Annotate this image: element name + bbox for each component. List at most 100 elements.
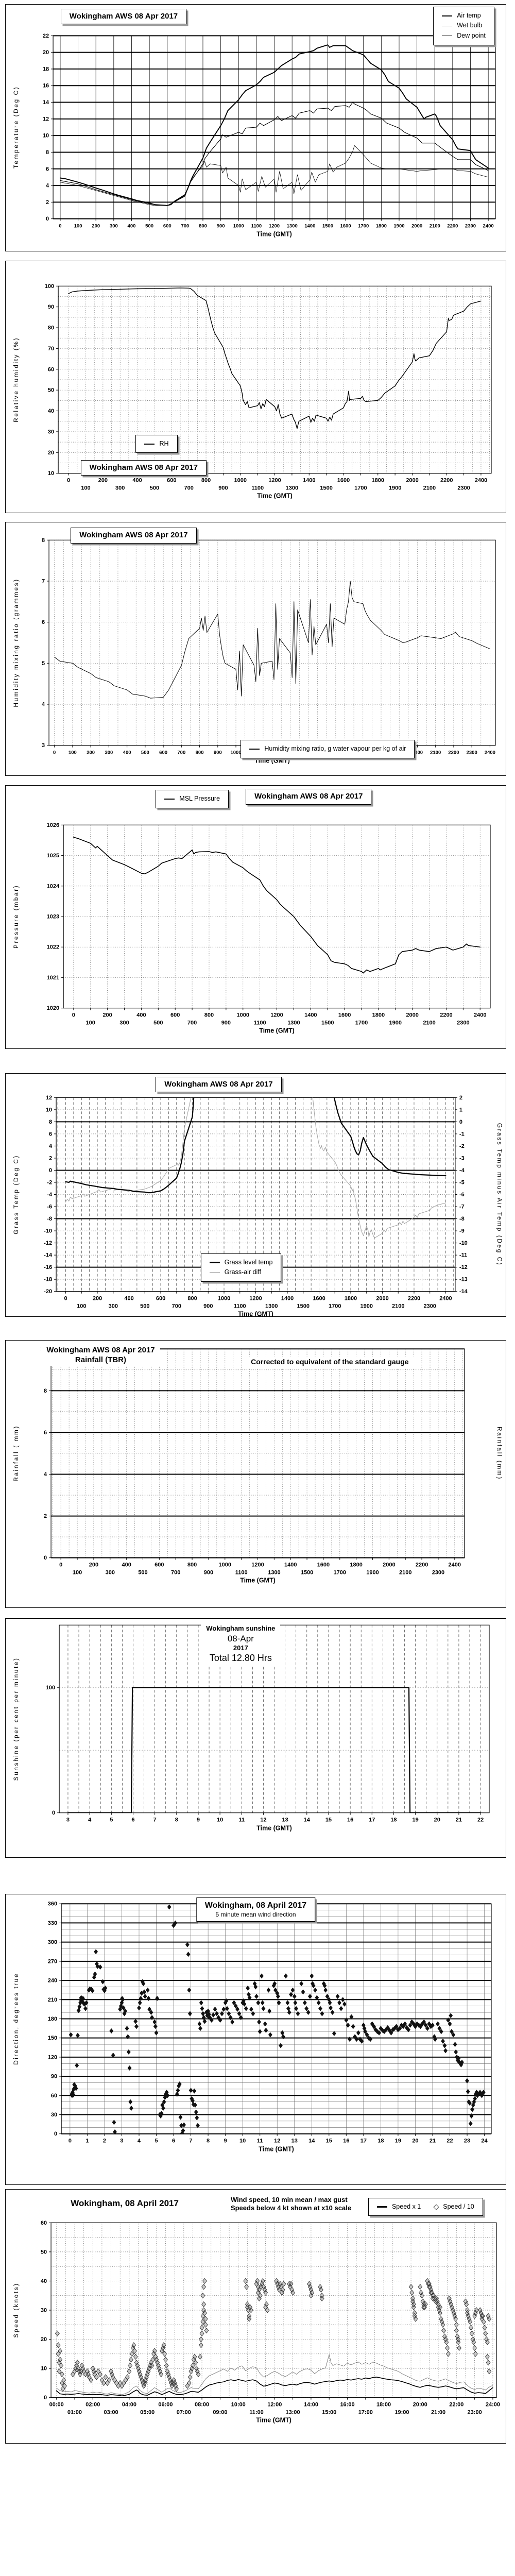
svg-text:200: 200 [92, 224, 100, 229]
series-humidity-mixing-ratio [54, 581, 490, 699]
svg-text:10: 10 [43, 133, 49, 139]
svg-text:16: 16 [347, 1817, 353, 1823]
svg-text:80: 80 [48, 325, 54, 331]
svg-text:1200: 1200 [268, 478, 281, 484]
svg-text:1000: 1000 [230, 750, 241, 756]
svg-text:400: 400 [132, 478, 142, 484]
legend-label: Humidity mixing ratio, g water vapour pe… [264, 745, 406, 753]
svg-text:-4: -4 [47, 1192, 53, 1198]
svg-text:2200: 2200 [416, 1562, 428, 1568]
svg-text:-9: -9 [459, 1228, 465, 1234]
svg-text:40: 40 [48, 408, 54, 414]
title-box-air-temperature: Wokingham AWS 08 Apr 2017 [60, 8, 187, 25]
svg-text:6: 6 [172, 2138, 175, 2144]
chart-text: Wokingham sunshine [206, 1624, 276, 1633]
chart-text: Wokingham AWS 08 Apr 2017 [79, 530, 188, 539]
svg-text:0: 0 [64, 1296, 67, 1302]
svg-text:10: 10 [48, 470, 54, 477]
svg-text:19:00: 19:00 [394, 2410, 409, 2416]
svg-text:100: 100 [46, 1685, 55, 1691]
svg-text:15:00: 15:00 [322, 2410, 336, 2416]
svg-text:1900: 1900 [393, 224, 404, 229]
series-5-minute-mean-wind-direction [68, 1904, 486, 2134]
chart-text: Wokingham, 08 April 2017 [71, 2198, 179, 2208]
svg-text:09:00: 09:00 [213, 2410, 227, 2416]
line-sample-icon [144, 443, 155, 445]
svg-text:2400: 2400 [439, 1296, 452, 1302]
svg-text:2300: 2300 [457, 1020, 469, 1026]
svg-text:400: 400 [123, 750, 131, 756]
svg-text:06:00: 06:00 [158, 2402, 173, 2408]
chart-text: 08-Apr [227, 1633, 254, 1643]
svg-text:2300: 2300 [467, 750, 477, 756]
title-box-msl-pressure: Wokingham AWS 08 Apr 2017 [246, 789, 372, 805]
svg-text:3: 3 [120, 2138, 123, 2144]
svg-text:2200: 2200 [440, 1012, 452, 1019]
svg-text:-4: -4 [459, 1167, 465, 1174]
svg-text:800: 800 [187, 1562, 197, 1568]
svg-text:6: 6 [44, 1430, 47, 1436]
svg-text:400: 400 [128, 224, 136, 229]
svg-text:17: 17 [360, 2138, 367, 2144]
svg-text:900: 900 [218, 485, 228, 492]
svg-text:15: 15 [325, 1817, 332, 1823]
svg-text:8: 8 [44, 1388, 47, 1394]
svg-text:120: 120 [48, 2054, 57, 2060]
svg-text:8: 8 [49, 1119, 52, 1125]
svg-text:1400: 1400 [284, 1562, 297, 1568]
svg-text:600: 600 [167, 478, 176, 484]
svg-text:5: 5 [42, 660, 45, 667]
svg-text:1025: 1025 [47, 853, 59, 859]
legend-entry: Dew point [442, 32, 486, 40]
legend-entry: Grass level temp [209, 1259, 272, 1267]
svg-text:2200: 2200 [408, 1296, 420, 1302]
svg-text:21:00: 21:00 [431, 2410, 445, 2416]
svg-text:1: 1 [459, 1107, 462, 1113]
chart-canvas-relative-humidity: 0 100 200 300 400 500 600 700 800 900 1000 1100 1200… [12, 283, 492, 500]
svg-text:20: 20 [434, 1817, 440, 1823]
svg-text:1600: 1600 [340, 224, 351, 229]
svg-text:40: 40 [41, 2278, 47, 2284]
svg-text:13: 13 [291, 2138, 298, 2144]
svg-text:11: 11 [238, 1817, 245, 1823]
svg-text:1100: 1100 [234, 1303, 246, 1310]
svg-text:20: 20 [412, 2138, 418, 2144]
line-sample-icon [376, 2206, 387, 2208]
svg-text:2000: 2000 [411, 224, 422, 229]
chart-text: Rainfall (TBR) [75, 1355, 127, 1364]
svg-text:2000: 2000 [376, 1296, 388, 1302]
legend-entry: Wet bulb [442, 22, 486, 30]
svg-text:4: 4 [49, 1143, 53, 1149]
svg-text:900: 900 [217, 224, 225, 229]
svg-text:900: 900 [214, 750, 222, 756]
chart-text: 5 minute mean wind direction [215, 1910, 296, 1918]
y-axis-label: Relative humidity (%) [12, 337, 20, 422]
svg-text:8: 8 [46, 149, 49, 156]
svg-text:11:00: 11:00 [249, 2410, 264, 2416]
svg-text:21: 21 [430, 2138, 436, 2144]
svg-text:1200: 1200 [251, 1562, 264, 1568]
svg-text:0: 0 [59, 224, 61, 229]
svg-text:600: 600 [156, 1296, 165, 1302]
svg-text:22: 22 [477, 1817, 484, 1823]
svg-text:200: 200 [87, 750, 95, 756]
legend-grass-temperature: Grass level temp Grass-air diff [200, 1253, 282, 1282]
chart-text: Total 12.80 Hrs [209, 1653, 272, 1663]
svg-text:300: 300 [115, 485, 125, 492]
svg-text:1200: 1200 [270, 1012, 283, 1019]
svg-text:18: 18 [43, 66, 49, 72]
svg-text:18: 18 [390, 1817, 397, 1823]
svg-text:21: 21 [456, 1817, 462, 1823]
svg-text:500: 500 [138, 1570, 147, 1576]
svg-text:00:00: 00:00 [49, 2402, 64, 2408]
plot-area-air-temperature [59, 44, 489, 206]
x-axis-label: Time (GMT) [259, 2146, 294, 2153]
svg-text:6: 6 [49, 1131, 52, 1137]
plot-area-grass-temperature [65, 1097, 447, 1239]
svg-text:14: 14 [43, 99, 49, 106]
svg-text:210: 210 [48, 1997, 57, 2003]
plot-area-humidity-mixing-ratio [54, 581, 490, 699]
chart-wind-speed: 00:00 01:00 02:00 03:00 04:00 05:00 06:00 07:00… [5, 2189, 506, 2444]
legend-entry: Air temp [442, 12, 486, 20]
